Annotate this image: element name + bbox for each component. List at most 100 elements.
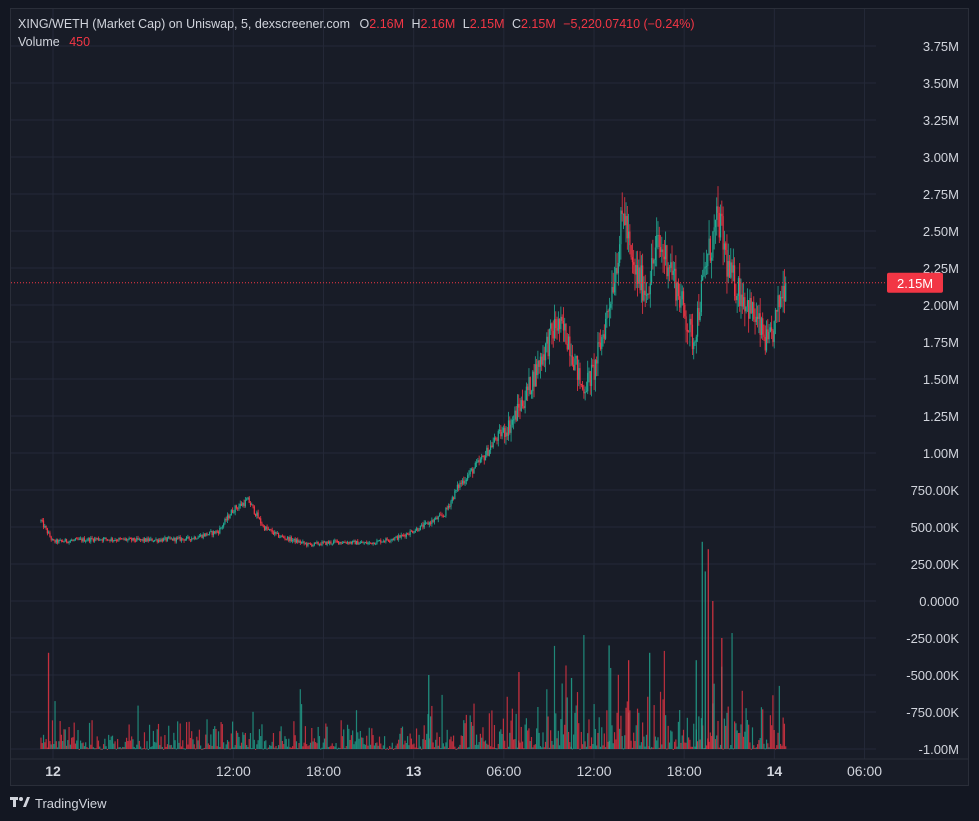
candle-body: [440, 514, 442, 516]
candle-body: [40, 520, 42, 522]
time-axis[interactable]: 12 12:00 18:00 13 06:00 12:00 18:00 14 06:00: [45, 763, 882, 779]
candle-body: [584, 391, 586, 394]
candle-body: [671, 262, 673, 276]
volume-bar: [151, 746, 153, 749]
candle-body: [468, 474, 470, 476]
volume-bar: [154, 741, 156, 749]
candle-body: [41, 520, 43, 522]
candle-body: [682, 291, 685, 305]
candle-body: [201, 534, 203, 538]
candle-body: [593, 365, 595, 380]
candle-body: [452, 497, 455, 500]
candle-body: [156, 539, 158, 542]
volume-bar: [537, 706, 539, 749]
candle-body: [451, 497, 453, 502]
volume-bar: [749, 742, 751, 749]
price-axis[interactable]: 3.75M 3.50M 3.25M 3.00M 2.75M 2.50M 2.25M 2.00M…: [906, 39, 959, 757]
volume-bar: [71, 737, 73, 749]
candle-body: [454, 490, 456, 500]
volume-bar: [277, 745, 280, 749]
candle-body: [341, 542, 344, 544]
candle-body: [521, 400, 524, 407]
candle-body: [265, 526, 267, 531]
volume-bar: [629, 710, 631, 749]
candle-body: [225, 519, 227, 521]
volume-bar: [444, 746, 446, 749]
candle-body: [150, 538, 152, 540]
volume-bar: [587, 733, 589, 749]
candle-body: [210, 531, 212, 533]
volume-bar: [355, 710, 358, 749]
candle-body: [208, 531, 211, 535]
candle-body: [590, 364, 593, 386]
volume-bar: [364, 744, 367, 749]
volume-bar: [645, 734, 648, 749]
candle-body: [178, 536, 180, 538]
candle-body: [606, 311, 608, 319]
tradingview-branding[interactable]: TradingView: [10, 796, 107, 811]
volume-bar: [728, 748, 731, 750]
candle-body: [386, 538, 388, 541]
volume-bar: [335, 743, 337, 749]
candle-body: [177, 537, 179, 539]
candle-body: [254, 513, 257, 516]
candle-body: [63, 541, 65, 543]
volume-bar: [561, 683, 563, 749]
candle-body: [557, 318, 559, 331]
volume-bar: [654, 736, 657, 749]
candle-body: [364, 542, 367, 544]
candle-body: [412, 530, 414, 533]
candle-body: [202, 534, 204, 538]
volume-bar: [371, 728, 373, 749]
candle-body: [588, 371, 590, 373]
candle-body: [636, 265, 639, 284]
volume-bar: [249, 733, 252, 749]
volume-bar: [178, 742, 180, 749]
candle-body: [529, 377, 531, 395]
candle-body: [173, 537, 175, 541]
candle-body: [219, 527, 221, 534]
candle-body: [152, 541, 154, 543]
candle-body: [649, 283, 651, 295]
candle-body: [426, 522, 428, 524]
candle-body: [226, 515, 229, 521]
volume-bar: [445, 742, 447, 749]
chart-frame[interactable]: 3.75M 3.50M 3.25M 3.00M 2.75M 2.50M 2.25M 2.00M…: [10, 8, 969, 786]
volume-bar: [583, 635, 585, 749]
candle-body: [703, 268, 705, 277]
volume-bar: [293, 721, 295, 749]
volume-bar: [40, 737, 42, 749]
candle-body: [714, 219, 717, 228]
volume-spike-bar: [701, 541, 703, 749]
volume-bar: [69, 744, 71, 749]
candle-body: [543, 354, 545, 361]
volume-bar: [284, 736, 286, 749]
volume-bar: [755, 747, 757, 749]
candle-body: [131, 538, 133, 541]
candle-body: [496, 439, 498, 441]
candle-body: [180, 538, 183, 541]
candle-body: [654, 247, 657, 260]
volume-bar: [490, 746, 492, 749]
volume-bar: [745, 708, 747, 749]
candle-body: [357, 540, 359, 545]
symbol-title[interactable]: XING/WETH (Market Cap) on Uniswap, 5, de…: [18, 17, 351, 31]
candle-body: [215, 531, 217, 534]
volume-label[interactable]: Volume: [18, 35, 60, 49]
candle-body: [224, 519, 226, 524]
candle-body: [237, 508, 239, 510]
volume-bar: [783, 723, 786, 749]
candle-body: [297, 539, 299, 543]
chart-canvas[interactable]: 3.75M 3.50M 3.25M 3.00M 2.75M 2.50M 2.25M 2.00M…: [11, 9, 968, 785]
volume-bar: [270, 745, 272, 749]
volume-bar: [175, 748, 177, 750]
volume-bar: [557, 730, 559, 749]
candle-body: [138, 538, 140, 540]
candle-body: [574, 358, 576, 371]
volume-bar: [42, 734, 45, 749]
volume-bar: [446, 729, 448, 749]
candle-body: [464, 481, 466, 484]
candle-body: [134, 540, 137, 542]
volume-bar: [266, 748, 268, 750]
candle-body: [662, 249, 664, 257]
